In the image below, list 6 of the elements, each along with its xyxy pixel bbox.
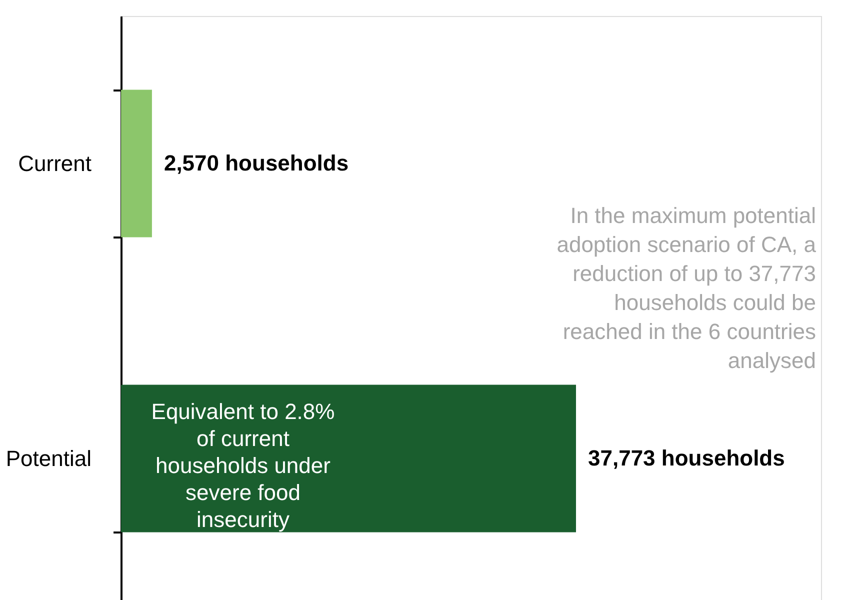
data-label: 2,570 households (164, 150, 349, 176)
annotation: In the maximum potential adoption scenario of CA, a reduction of up to 37,773 households could be reached in the 6 countries analysed (556, 203, 817, 373)
data-label: 37,773 households (588, 446, 785, 470)
y-tick-label: Potential (6, 446, 92, 471)
y-tick-label: Current (18, 151, 92, 176)
annotation: Equivalent to 2.8% of current households under severe food insecurity (151, 399, 335, 532)
